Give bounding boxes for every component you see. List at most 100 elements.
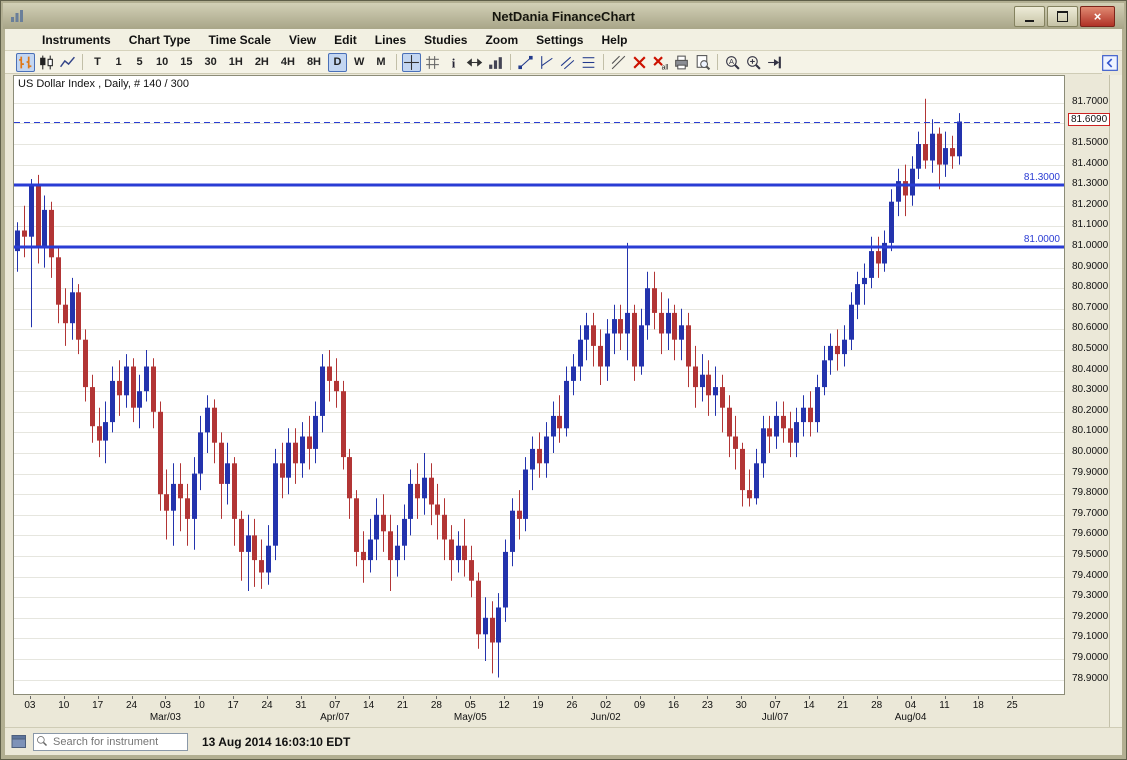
maximize-icon xyxy=(1057,11,1068,22)
menu-view[interactable]: View xyxy=(288,32,317,47)
timescale-2h-button[interactable]: 2H xyxy=(254,56,269,68)
menu-studies[interactable]: Studies xyxy=(424,32,468,47)
timescale-1h-button[interactable]: 1H xyxy=(228,56,243,68)
svg-text:i: i xyxy=(451,56,455,70)
timescale-8h-button[interactable]: 8H xyxy=(306,56,321,68)
time-axis-tick xyxy=(876,696,878,699)
timescale-10min-button[interactable]: 10 xyxy=(156,56,169,68)
delete-all-lines-icon[interactable]: all xyxy=(651,53,670,72)
price-axis-label: 80.9000 xyxy=(1072,260,1109,272)
time-axis-tick xyxy=(842,696,844,699)
candlestick-chart-type-icon[interactable] xyxy=(37,53,56,72)
time-axis-label: 11 xyxy=(939,700,950,711)
side-panel-strip xyxy=(1109,75,1122,728)
menu-lines[interactable]: Lines xyxy=(374,32,407,47)
price-axis-label: 80.0000 xyxy=(1072,445,1109,457)
parallel-channel-icon[interactable] xyxy=(558,53,577,72)
titlebar: NetDania FinanceChart × xyxy=(3,3,1124,29)
time-axis-label: 26 xyxy=(566,700,578,711)
toolbar-separator xyxy=(716,54,718,70)
time-axis-label: 25 xyxy=(1006,700,1018,711)
trendline-icon[interactable] xyxy=(516,53,535,72)
minimize-button[interactable] xyxy=(1014,6,1045,27)
volume-icon[interactable] xyxy=(486,53,505,72)
time-axis-label: 05 xyxy=(464,700,476,711)
window-controls: × xyxy=(1014,6,1115,27)
price-chart[interactable]: US Dollar Index , Daily, # 140 / 300 81.… xyxy=(13,75,1065,695)
price-axis-label: 79.1000 xyxy=(1072,631,1109,643)
price-axis-label: 81.5000 xyxy=(1072,136,1109,148)
workspace-icon[interactable] xyxy=(11,734,27,749)
horizontal-scroll-icon[interactable] xyxy=(465,53,484,72)
vertical-trendline-icon[interactable] xyxy=(537,53,556,72)
line-chart-type-icon[interactable] xyxy=(58,53,77,72)
price-axis-label: 78.9000 xyxy=(1072,672,1109,684)
bar-chart-type-icon[interactable] xyxy=(16,52,35,72)
menu-chart-type[interactable]: Chart Type xyxy=(128,32,191,47)
time-axis-tick xyxy=(639,696,641,699)
time-axis-tick xyxy=(605,696,607,699)
time-axis-tick xyxy=(504,696,506,699)
price-axis-label: 81.2000 xyxy=(1072,198,1109,210)
window-title: NetDania FinanceChart xyxy=(491,8,636,24)
print-icon[interactable] xyxy=(672,53,691,72)
price-axis-label: 79.2000 xyxy=(1072,610,1109,622)
price-axis-label: 80.2000 xyxy=(1072,404,1109,416)
menubar: Instruments Chart Type Time Scale View Edit L… xyxy=(5,29,1122,51)
timescale-5min-button[interactable]: 5 xyxy=(136,56,143,68)
timescale-1min-button[interactable]: 1 xyxy=(115,56,122,68)
menu-settings[interactable]: Settings xyxy=(536,32,584,47)
time-axis-label: 28 xyxy=(430,700,442,711)
time-axis-tick xyxy=(29,696,31,699)
grid-icon[interactable] xyxy=(423,53,442,72)
toolbar-separator xyxy=(509,54,511,70)
time-axis-tick xyxy=(775,696,777,699)
angle-line-icon[interactable] xyxy=(609,53,628,72)
fibonacci-icon[interactable] xyxy=(579,53,598,72)
side-panel-toggle-button[interactable] xyxy=(1101,54,1119,72)
menu-zoom[interactable]: Zoom xyxy=(485,32,519,47)
time-axis-label: 10 xyxy=(58,700,70,711)
time-axis-label: 02 xyxy=(600,700,612,711)
timescale-15min-button[interactable]: 15 xyxy=(180,56,193,68)
menu-time-scale[interactable]: Time Scale xyxy=(208,32,271,47)
instrument-search xyxy=(33,732,188,751)
crosshair-icon[interactable] xyxy=(401,52,421,72)
timescale-monthly-button[interactable]: M xyxy=(376,56,386,68)
maximize-button[interactable] xyxy=(1047,6,1078,27)
menu-help[interactable]: Help xyxy=(601,32,628,47)
time-axis-label: 07 xyxy=(769,700,781,711)
time-axis-tick xyxy=(131,696,133,699)
time-axis-tick xyxy=(300,696,302,699)
timescale-tick-button[interactable]: T xyxy=(94,56,101,68)
clock-timestamp: 13 Aug 2014 16:03:10 EDT xyxy=(202,734,351,749)
zoom-text-icon[interactable]: A xyxy=(723,53,742,72)
toolbar-separator xyxy=(395,54,397,70)
menu-instruments[interactable]: Instruments xyxy=(42,32,111,47)
price-axis-label: 80.3000 xyxy=(1072,384,1109,396)
time-axis-label: 03 xyxy=(24,700,36,711)
print-preview-icon[interactable] xyxy=(693,53,712,72)
axis-scale-icon[interactable] xyxy=(765,53,784,72)
menu-edit[interactable]: Edit xyxy=(334,32,357,47)
time-axis-tick xyxy=(1012,696,1014,699)
close-button[interactable]: × xyxy=(1080,6,1115,27)
time-axis-label: 17 xyxy=(227,700,239,711)
zoom-in-icon[interactable] xyxy=(744,53,763,72)
price-axis-label: 80.4000 xyxy=(1072,363,1109,375)
delete-line-icon[interactable] xyxy=(630,53,649,72)
price-axis-label: 79.4000 xyxy=(1072,569,1109,581)
price-axis[interactable]: 81.700081.600081.500081.400081.300081.20… xyxy=(1067,75,1114,695)
time-axis[interactable]: 03 10 17 24 03 10 17 24 31 07 14 21 28 05 12 19 26 02 09 16… xyxy=(13,696,1065,725)
timescale-30min-button[interactable]: 30 xyxy=(204,56,217,68)
timescale-daily-button[interactable]: D xyxy=(328,52,347,72)
chart-zone: US Dollar Index , Daily, # 140 / 300 81.… xyxy=(5,75,1122,725)
timescale-4h-button[interactable]: 4H xyxy=(280,56,295,68)
minimize-icon xyxy=(1025,20,1034,22)
time-axis-tick xyxy=(368,696,370,699)
time-axis-label: 14 xyxy=(803,700,815,711)
info-icon[interactable]: i xyxy=(444,53,463,72)
timescale-weekly-button[interactable]: W xyxy=(354,56,365,68)
search-input[interactable] xyxy=(33,733,188,751)
